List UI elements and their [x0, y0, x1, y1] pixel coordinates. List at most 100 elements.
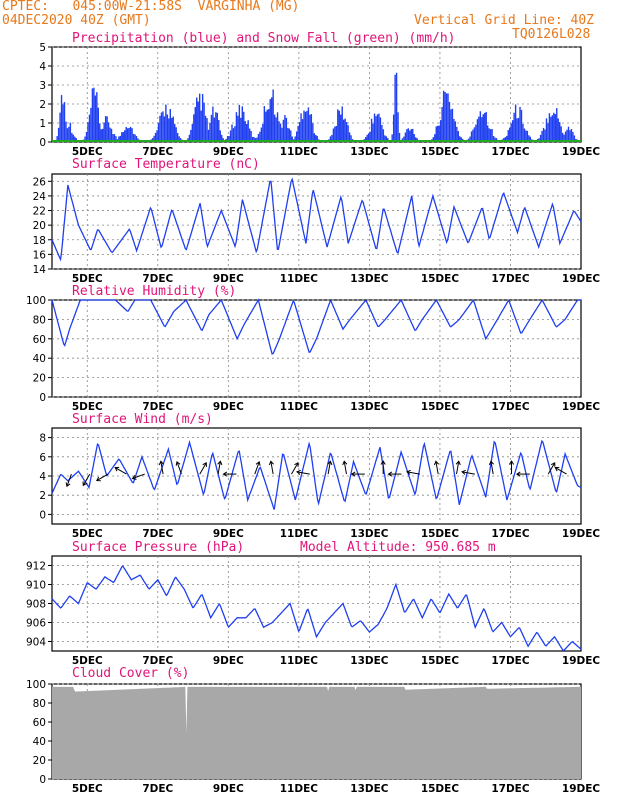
precip-bar	[218, 120, 220, 142]
precip-bar	[566, 129, 568, 142]
panel-1: 5DEC 7DEC 9DEC 11DEC 13DEC 15DEC 17DEC 19DEC 0 1 2…	[39, 31, 600, 158]
precip-bar	[395, 72, 398, 142]
panel-title: Surface Temperature (nC)	[72, 157, 260, 172]
header-date: 04DEC2020 40Z (GMT)	[2, 13, 151, 28]
x-tick-label: 7DEC	[142, 528, 173, 540]
x-tick-label: 15DEC	[421, 655, 460, 667]
header-station: CPTEC: 045:00W-21:58S VARGINHA (MG)	[2, 0, 300, 14]
x-tick-label: 13DEC	[350, 146, 389, 158]
x-tick-label: 19DEC	[562, 401, 601, 413]
x-tick-label: 15DEC	[421, 273, 460, 285]
series-line	[51, 177, 582, 262]
precip-bar	[213, 117, 216, 142]
precip-bar	[304, 111, 307, 142]
precip-bar	[191, 123, 194, 142]
precip-bar	[154, 132, 157, 142]
precip-bar	[99, 123, 101, 142]
header-model-code: TQ0126L028	[512, 27, 591, 42]
x-tick-label: 5DEC	[72, 528, 103, 540]
precip-bar	[129, 126, 132, 142]
precip-bar	[407, 128, 410, 142]
precip-bar	[263, 106, 266, 142]
precip-bar	[488, 128, 490, 142]
wind-arrow-head	[508, 460, 515, 465]
precip-bar	[486, 125, 489, 142]
precip-bar	[479, 111, 482, 142]
y-tick-label: 16	[33, 249, 47, 261]
precip-bar	[309, 114, 311, 142]
precip-bar	[235, 112, 238, 142]
precip-bar	[74, 136, 76, 142]
x-tick-label: 9DEC	[213, 528, 244, 540]
precip-bar	[366, 134, 368, 142]
y-tick-label: 906	[26, 618, 46, 630]
precip-bar	[285, 117, 288, 142]
precip-bar	[237, 115, 239, 142]
precip-bar	[442, 90, 445, 142]
x-tick-label: 7DEC	[142, 655, 173, 667]
precip-bar	[97, 107, 99, 142]
precip-bar	[194, 107, 196, 142]
precip-bar	[110, 128, 113, 142]
precip-bar	[298, 122, 301, 142]
precip-bar	[313, 133, 315, 142]
precip-bar	[166, 114, 169, 142]
precip-bar	[484, 112, 486, 142]
precip-bar	[59, 112, 61, 142]
precip-bar	[221, 134, 223, 142]
precip-bar	[517, 117, 520, 142]
precip-bar	[563, 134, 565, 142]
precip-bar	[569, 130, 571, 142]
y-tick-label: 3	[39, 80, 46, 92]
precip-bar	[273, 114, 276, 142]
panel-6: 5DEC 7DEC 9DEC 11DEC 13DEC 15DEC 17DEC 19DEC 0 20…	[26, 666, 600, 795]
precip-bar	[90, 107, 92, 142]
x-tick-label: 19DEC	[562, 146, 601, 158]
precip-bar	[547, 123, 549, 142]
y-tick-label: 18	[33, 235, 46, 247]
precip-bar	[209, 122, 211, 142]
y-tick-label: 0	[39, 392, 46, 404]
x-tick-label: 9DEC	[213, 146, 244, 158]
precip-bar	[451, 108, 454, 142]
panel-title: Surface Pressure (hPa)	[72, 540, 244, 555]
x-tick-label: 11DEC	[280, 655, 319, 667]
precip-bar	[345, 122, 348, 142]
precip-bar	[545, 118, 548, 142]
precip-bar	[554, 114, 556, 142]
panel-3: 5DEC 7DEC 9DEC 11DEC 13DEC 15DEC 17DEC 19DEC 0 20…	[26, 284, 600, 413]
wind-arrow-head	[488, 460, 494, 466]
precip-bar	[106, 116, 108, 142]
precip-bar	[291, 136, 293, 142]
precip-bar	[240, 117, 242, 142]
wind-arrow-shaft	[547, 462, 556, 475]
x-tick-label: 11DEC	[280, 401, 319, 413]
x-tick-label: 17DEC	[491, 783, 530, 795]
precip-bar	[198, 93, 201, 142]
precip-bar	[162, 111, 164, 142]
wind-arrow-head	[175, 460, 181, 466]
panel-title: Precipitation (blue) and Snow Fall (gree…	[72, 31, 456, 46]
precip-bar	[541, 130, 543, 142]
y-tick-label: 20	[33, 755, 46, 767]
precip-bar	[171, 117, 173, 142]
x-tick-label: 13DEC	[350, 528, 389, 540]
panel-frame	[51, 46, 582, 143]
wind-arrow-shaft	[82, 473, 91, 486]
precip-bar	[270, 97, 273, 142]
wind-arrow-shaft	[270, 461, 274, 475]
precip-bar	[432, 137, 435, 142]
precip-bar	[441, 106, 443, 142]
precip-bar	[403, 136, 405, 142]
x-tick-label: 19DEC	[562, 528, 601, 540]
precip-bar	[272, 89, 274, 142]
x-tick-label: 13DEC	[350, 401, 389, 413]
precip-bar	[307, 107, 310, 142]
precip-bar	[119, 135, 122, 142]
wind-arrow-head	[387, 471, 393, 477]
precip-bar	[525, 130, 527, 142]
precip-bar	[542, 127, 545, 142]
precip-bar	[288, 128, 291, 142]
precip-bar	[460, 137, 462, 142]
precip-bar	[159, 115, 161, 142]
